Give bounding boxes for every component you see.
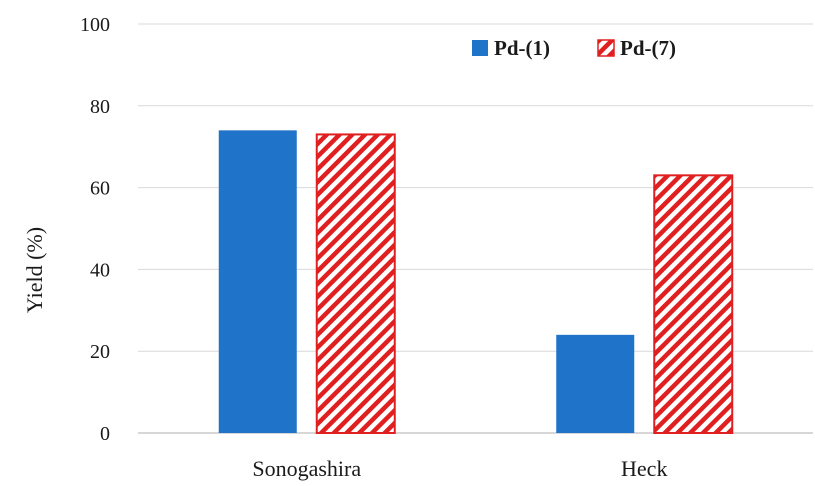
y-axis-label: Yield (%) xyxy=(22,227,47,313)
bars xyxy=(218,130,734,435)
legend-swatch-pd-1 xyxy=(472,40,488,56)
bar-heck-pd-1 xyxy=(556,334,635,433)
legend-label-pd-1: Pd-(1) xyxy=(494,36,550,60)
y-tick-label: 0 xyxy=(100,423,110,445)
bar-sonogashira-pd-1 xyxy=(218,130,297,433)
category-labels: Sonogashira Heck xyxy=(252,456,667,481)
category-label-sonogashira: Sonogashira xyxy=(252,456,361,481)
y-tick-label: 60 xyxy=(90,178,110,200)
y-tick-label: 80 xyxy=(90,96,110,118)
y-tick-label: 40 xyxy=(90,259,110,281)
legend-swatch-pd-7 xyxy=(597,39,615,57)
legend: Pd-(1) Pd-(7) xyxy=(472,36,676,60)
legend-label-pd-7: Pd-(7) xyxy=(620,36,676,60)
y-tick-label: 100 xyxy=(80,14,110,36)
category-label-heck: Heck xyxy=(621,456,667,481)
y-tick-label: 20 xyxy=(90,341,110,363)
bar-sonogashira-pd-7 xyxy=(315,133,396,434)
y-tick-labels: 0 20 40 60 80 100 xyxy=(80,14,110,445)
bar-heck-pd-7 xyxy=(653,174,734,435)
